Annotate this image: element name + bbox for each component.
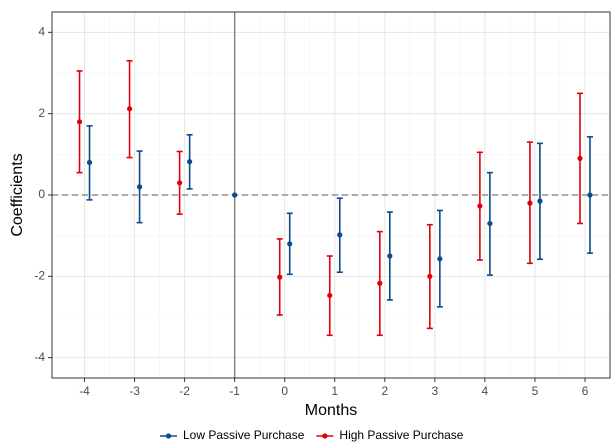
- point: [387, 253, 393, 259]
- x-tick-label: -4: [79, 384, 90, 398]
- point: [126, 106, 133, 112]
- legend-label: High Passive Purchase: [339, 428, 463, 442]
- x-tick-label: 2: [381, 384, 388, 398]
- legend-point: [322, 433, 328, 439]
- point: [427, 273, 433, 279]
- x-tick-label: -1: [229, 384, 240, 398]
- point: [527, 200, 533, 206]
- point: [487, 220, 493, 227]
- x-tick-label: -3: [129, 384, 140, 398]
- x-tick-label: 4: [482, 384, 489, 398]
- point: [377, 280, 383, 286]
- point: [477, 203, 483, 209]
- x-tick-label: 5: [532, 384, 539, 398]
- y-tick-label: 0: [38, 187, 45, 201]
- point: [232, 192, 238, 198]
- y-tick-label: -4: [34, 350, 45, 364]
- x-tick-label: -2: [179, 384, 190, 398]
- point: [136, 184, 143, 190]
- point: [587, 192, 593, 198]
- point: [437, 256, 443, 262]
- x-tick-label: 6: [582, 384, 589, 398]
- y-tick-label: 2: [38, 106, 45, 120]
- x-tick-label: 3: [431, 384, 438, 398]
- point: [337, 232, 343, 238]
- y-tick-label: 4: [38, 25, 45, 39]
- legend-point: [165, 433, 172, 439]
- point: [86, 159, 93, 166]
- y-tick-label: -2: [34, 269, 45, 283]
- legend-label: Low Passive Purchase: [183, 428, 305, 442]
- panel-border: [51, 11, 611, 379]
- point: [76, 119, 83, 125]
- x-tick-label: 0: [281, 384, 288, 398]
- point: [577, 155, 583, 161]
- point: [537, 198, 543, 204]
- point: [277, 274, 283, 280]
- point: [177, 180, 183, 186]
- x-tick-label: 1: [331, 384, 338, 398]
- point: [327, 292, 333, 299]
- point: [187, 159, 193, 165]
- x-axis-label: Months: [305, 402, 357, 419]
- point: [287, 241, 293, 247]
- y-axis-label: Coefficients: [9, 153, 26, 236]
